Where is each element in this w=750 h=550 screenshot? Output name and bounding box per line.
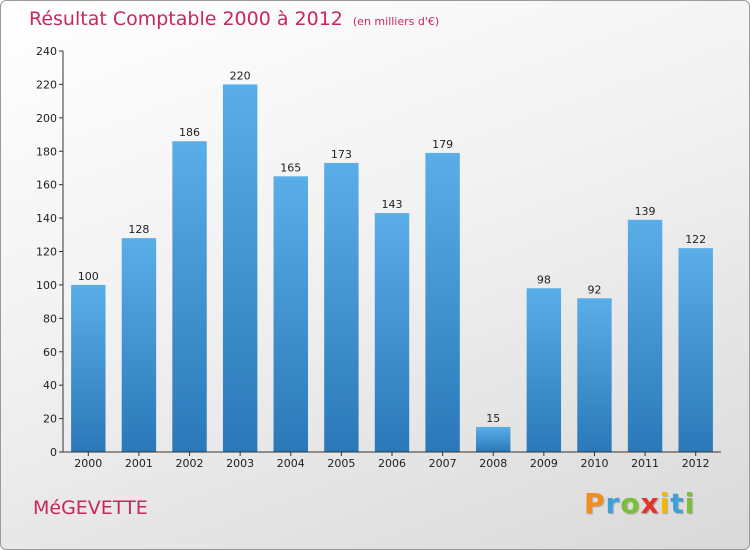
commune-name: MéGEVETTE [33, 497, 148, 519]
bar-value-label: 139 [635, 205, 656, 218]
bar-value-label: 173 [331, 148, 352, 161]
y-tick-label: 80 [43, 312, 57, 325]
bar-2001 [121, 238, 157, 452]
logo-letter: r [605, 487, 621, 520]
bar-value-label: 165 [280, 161, 301, 174]
x-tick-label: 2003 [226, 457, 254, 470]
bar-value-label: 122 [685, 233, 706, 246]
x-tick-label: 2001 [125, 457, 153, 470]
chart-unit: (en milliers d'€) [352, 15, 440, 28]
y-tick-label: 220 [36, 78, 57, 91]
y-tick-label: 60 [43, 346, 57, 359]
y-tick-label: 100 [36, 279, 57, 292]
bar-2010 [577, 298, 612, 452]
logo-letter: x [640, 487, 660, 520]
x-tick-label: 2002 [176, 457, 204, 470]
bar-value-label: 179 [432, 138, 453, 151]
y-tick-label: 180 [36, 145, 57, 158]
logo-letter: t [670, 487, 685, 520]
y-tick-label: 20 [43, 413, 57, 426]
x-tick-label: 2004 [277, 457, 305, 470]
y-tick-label: 160 [36, 179, 57, 192]
y-tick-label: 0 [50, 446, 57, 459]
bar-2012 [678, 248, 713, 452]
y-tick-label: 200 [36, 112, 57, 125]
bar-value-label: 143 [382, 198, 403, 211]
logo-letter: i [684, 487, 696, 520]
proxiti-logo[interactable]: Proxiti [584, 487, 695, 520]
y-axis: 0 20 40 60 80 100 120 140 160 180 200 220 240 [36, 45, 64, 459]
y-tick-label: 120 [36, 246, 57, 259]
x-tick-label: 2010 [580, 457, 608, 470]
y-tick-label: 140 [36, 212, 57, 225]
bar-2005 [324, 162, 359, 452]
chart-title: Résultat Comptable 2000 à 2012 (en millie… [29, 8, 439, 30]
x-tick-label: 2006 [378, 457, 406, 470]
bar-2002 [172, 141, 207, 452]
bar-value-label: 100 [78, 270, 99, 283]
x-tick-label: 2012 [682, 457, 710, 470]
chart-title-text: Résultat Comptable 2000 à 2012 [29, 8, 343, 30]
bar-2011 [627, 219, 663, 452]
y-tick-label: 40 [43, 379, 57, 392]
bar-value-label: 98 [537, 273, 551, 286]
x-axis: 2000 2001 2002 2003 2004 2005 2006 2007 2008 2009… [63, 451, 721, 470]
logo-letter: o [620, 487, 641, 520]
bar-2004 [273, 176, 308, 452]
logo-letter: i [659, 487, 671, 520]
bar-2000 [71, 284, 106, 452]
x-tick-label: 2005 [327, 457, 355, 470]
bar-2008 [476, 426, 511, 452]
x-tick-label: 2007 [429, 457, 457, 470]
x-tick-label: 2008 [479, 457, 507, 470]
x-tick-label: 2000 [74, 457, 102, 470]
y-tick-label: 240 [36, 45, 57, 58]
logo-letter: P [584, 487, 606, 520]
x-tick-label: 2009 [530, 457, 558, 470]
bar-2007 [425, 152, 460, 452]
bars: 100 128 186 220 165 173 143 179 15 98 92 139 122 [71, 69, 713, 453]
bar-value-label: 15 [486, 412, 500, 425]
bar-2006 [374, 213, 410, 452]
bar-value-label: 186 [179, 126, 200, 139]
bar-value-label: 220 [230, 69, 251, 82]
bar-value-label: 128 [128, 223, 149, 236]
bar-2009 [526, 288, 562, 452]
bar-2003 [222, 84, 258, 453]
bar-value-label: 92 [587, 283, 601, 296]
x-tick-label: 2011 [631, 457, 659, 470]
